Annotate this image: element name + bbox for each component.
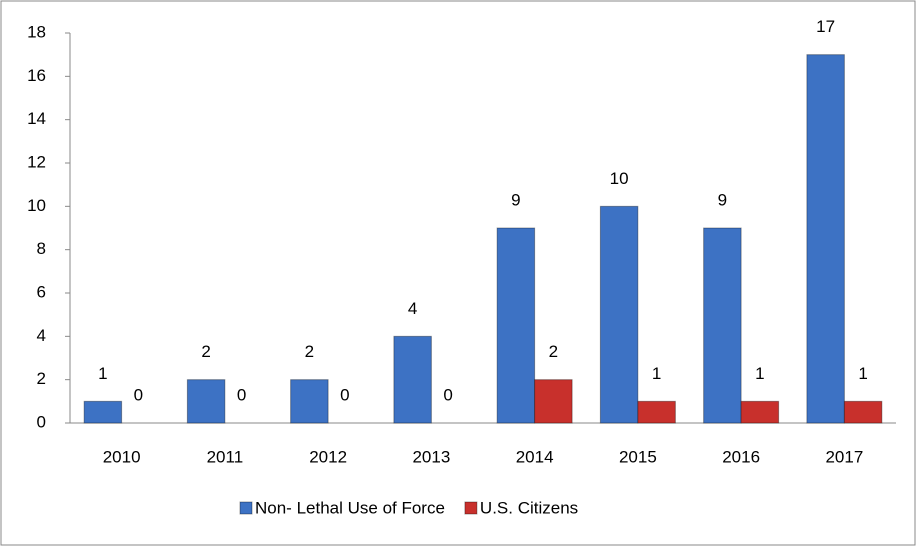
data-label: 1 (755, 364, 764, 383)
x-tick-label: 2016 (722, 447, 760, 466)
y-tick-label: 14 (27, 109, 46, 128)
data-label: 1 (652, 364, 661, 383)
x-tick-label: 2010 (103, 447, 141, 466)
x-tick-label: 2012 (309, 447, 347, 466)
bar (740, 400, 780, 424)
x-tick-label: 2015 (619, 447, 657, 466)
data-label: 17 (816, 17, 835, 36)
bar (393, 335, 432, 424)
legend: Non- Lethal Use of Force U.S. Citizens (239, 498, 578, 517)
legend-swatch (239, 501, 253, 515)
data-label: 0 (237, 385, 246, 404)
data-label: 0 (134, 385, 143, 404)
y-tick-label: 18 (27, 22, 46, 41)
data-label: 9 (718, 190, 727, 209)
bar (599, 205, 639, 424)
bar (637, 400, 676, 424)
y-tick-label: 0 (37, 412, 46, 431)
data-label: 2 (201, 342, 210, 361)
y-tick-label: 10 (27, 196, 46, 215)
bar (83, 400, 123, 424)
legend-label: U.S. Citizens (480, 498, 578, 517)
bar (290, 379, 329, 424)
data-label: 4 (408, 299, 417, 318)
data-label: 9 (511, 190, 520, 209)
data-label: 0 (340, 385, 349, 404)
x-tick-label: 2013 (412, 447, 450, 466)
legend-swatch (464, 501, 478, 515)
y-tick-label: 8 (37, 239, 46, 258)
data-label: 2 (305, 342, 314, 361)
x-tick-label: 2017 (825, 447, 863, 466)
data-label: 1 (858, 364, 867, 383)
data-label: 10 (610, 169, 629, 188)
y-tick-label: 12 (27, 152, 46, 171)
data-label: 2 (549, 342, 558, 361)
y-tick-label: 4 (37, 326, 46, 345)
bar (496, 227, 536, 424)
data-label: 0 (443, 385, 452, 404)
bar (534, 379, 573, 424)
bar (703, 227, 742, 424)
x-tick-label: 2014 (516, 447, 554, 466)
y-tick-label: 2 (37, 369, 46, 388)
bar (843, 400, 883, 424)
data-label: 1 (98, 364, 107, 383)
y-tick-label: 16 (27, 66, 46, 85)
x-tick-label: 2011 (207, 447, 244, 466)
bar (186, 379, 226, 424)
legend-label: Non- Lethal Use of Force (255, 498, 445, 517)
bar (806, 54, 845, 424)
y-tick-label: 6 (37, 282, 46, 301)
